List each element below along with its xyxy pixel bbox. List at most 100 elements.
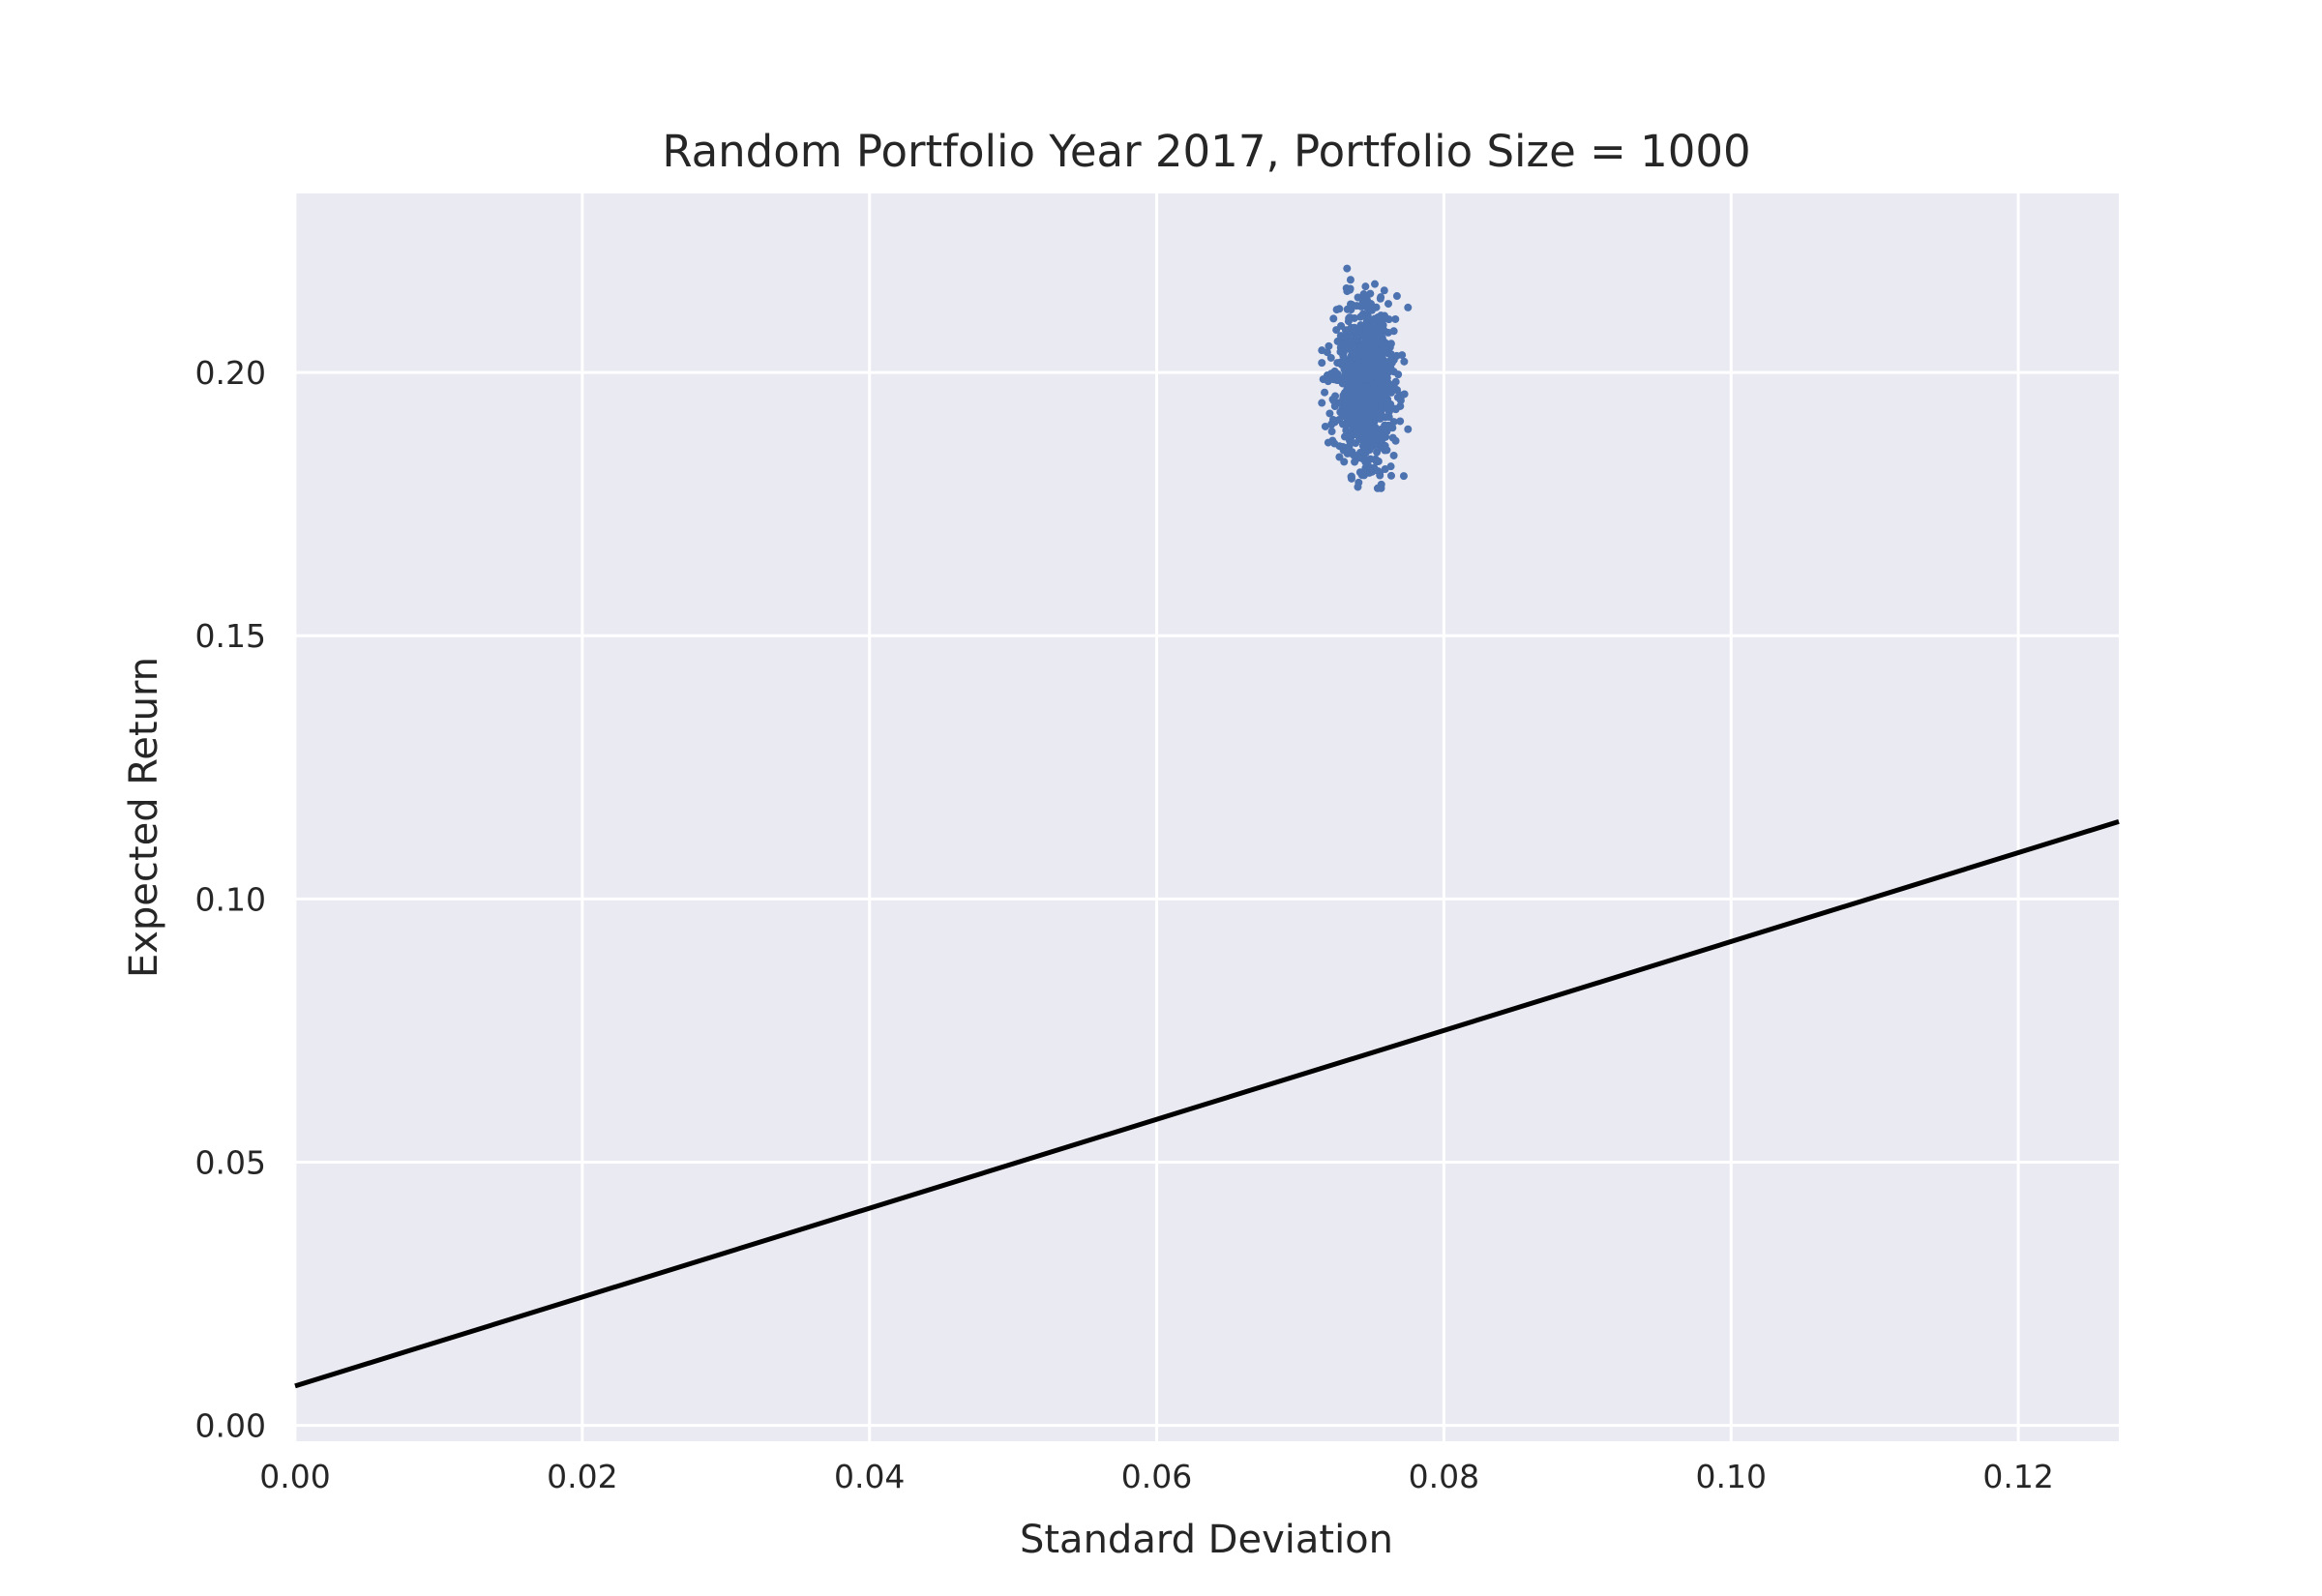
scatter-point [1355, 350, 1364, 359]
y-axis-label: Expected Return [122, 657, 166, 978]
scatter-point [1369, 438, 1378, 447]
scatter-point [1368, 405, 1377, 414]
scatter-point [1332, 326, 1341, 335]
scatter-point [1353, 451, 1361, 459]
scatter-point [1381, 441, 1389, 450]
scatter-point [1396, 396, 1405, 404]
scatter-point [1340, 458, 1349, 466]
scatter-point [1343, 449, 1352, 458]
scatter-point [1333, 337, 1342, 345]
y-tick-label: 0.20 [195, 354, 266, 392]
scatter-point [1363, 337, 1372, 345]
scatter-point [1350, 313, 1358, 322]
scatter-point [1370, 280, 1379, 288]
scatter-point [1357, 471, 1366, 480]
scatter-point [1349, 391, 1357, 399]
scatter-point [1358, 441, 1367, 450]
scatter-point [1342, 426, 1351, 434]
scatter-point [1336, 343, 1345, 352]
scatter-point [1366, 463, 1375, 472]
scatter-point [1318, 359, 1326, 368]
scatter-point [1343, 287, 1352, 296]
scatter-point [1347, 401, 1355, 410]
scatter-point [1392, 292, 1401, 301]
scatter-point [1380, 424, 1388, 432]
scatter-point [1323, 348, 1331, 357]
scatter-point [1367, 306, 1376, 314]
scatter-point [1327, 428, 1336, 436]
scatter-point [1328, 415, 1337, 424]
scatter-point [1380, 314, 1388, 323]
scatter-point [1377, 352, 1385, 361]
scatter-point [1354, 478, 1363, 487]
scatter-point [1381, 387, 1389, 396]
x-tick-label: 0.06 [1121, 1458, 1192, 1495]
scatter-point [1352, 423, 1360, 431]
scatter-point [1389, 368, 1398, 376]
scatter-point [1375, 384, 1384, 393]
scatter-point [1343, 264, 1352, 273]
scatter-point [1404, 425, 1413, 433]
scatter-point [1366, 396, 1375, 404]
scatter-point [1325, 341, 1333, 350]
scatter-point [1348, 411, 1356, 420]
scatter-point [1354, 293, 1362, 302]
scatter-point [1386, 471, 1395, 480]
scatter-point [1375, 330, 1384, 339]
scatter-point [1332, 306, 1341, 314]
scatter-point [1355, 324, 1364, 333]
scatter-point [1361, 458, 1370, 466]
scatter-series [1318, 264, 1413, 492]
scatter-point [1352, 439, 1360, 448]
scatter-point [1400, 357, 1409, 366]
scatter-point [1339, 359, 1348, 368]
scatter-point [1384, 328, 1392, 337]
x-tick-label: 0.12 [1982, 1458, 2053, 1495]
scatter-point [1363, 389, 1372, 398]
scatter-point [1354, 330, 1362, 339]
y-tick-labels: 0.00 0.05 0.10 0.15 0.20 [195, 354, 266, 1445]
scatter-point [1326, 353, 1335, 362]
scatter-point [1391, 314, 1400, 323]
scatter-point [1339, 379, 1348, 388]
x-tick-label: 0.08 [1409, 1458, 1479, 1495]
scatter-point [1362, 312, 1371, 321]
x-tick-label: 0.02 [547, 1458, 617, 1495]
scatter-point [1339, 442, 1348, 451]
scatter-point [1343, 386, 1352, 395]
scatter-point [1385, 357, 1394, 366]
scatter-point [1366, 289, 1375, 298]
scatter-point [1370, 345, 1379, 354]
scatter-point [1361, 282, 1370, 291]
scatter-point [1342, 411, 1351, 420]
scatter-point [1404, 303, 1413, 311]
scatter-point [1330, 439, 1339, 448]
scatter-point [1351, 379, 1359, 388]
scatter-point [1368, 371, 1377, 380]
x-axis-label: Standard Deviation [1020, 1518, 1393, 1562]
scatter-point [1371, 423, 1380, 431]
y-tick-label: 0.05 [195, 1144, 266, 1182]
scatter-point [1341, 369, 1350, 378]
scatter-point [1391, 436, 1400, 445]
scatter-point [1389, 451, 1398, 459]
scatter-point [1346, 276, 1354, 284]
x-tick-label: 0.00 [259, 1458, 330, 1495]
scatter-point [1332, 376, 1341, 385]
x-tick-label: 0.10 [1696, 1458, 1767, 1495]
scatter-point [1358, 431, 1367, 440]
scatter-point [1338, 404, 1347, 413]
scatter-point [1349, 349, 1357, 358]
x-tick-labels: 0.00 0.02 0.04 0.06 0.08 0.10 0.12 [259, 1458, 2054, 1495]
scatter-point [1369, 379, 1378, 388]
scatter-point [1396, 417, 1405, 426]
scatter-point [1335, 453, 1344, 461]
scatter-point [1353, 302, 1361, 310]
scatter-point [1376, 468, 1384, 477]
scatter-point [1376, 414, 1384, 423]
scatter-point [1375, 431, 1384, 440]
scatter-point [1399, 472, 1408, 481]
scatter-point [1345, 359, 1354, 368]
scatter-point [1331, 392, 1340, 400]
